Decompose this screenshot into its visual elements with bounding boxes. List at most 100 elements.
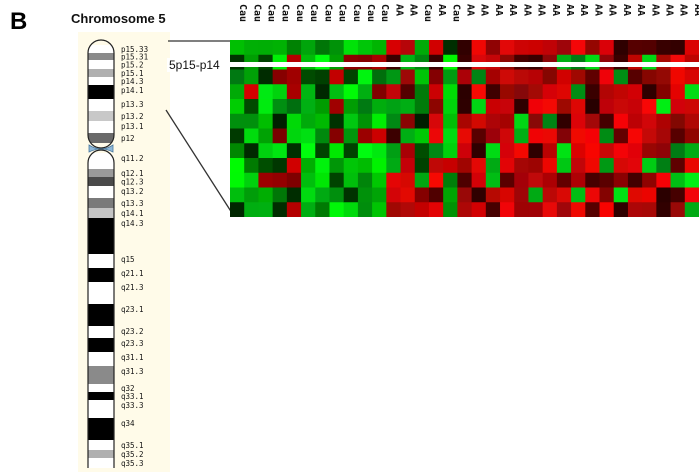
heatmap-cell: [315, 202, 331, 217]
heatmap-cell: [272, 143, 288, 159]
heatmap-cell: [485, 99, 501, 115]
column-label: Cau: [280, 4, 291, 22]
heatmap-cell: [329, 113, 345, 130]
heatmap-cell: [556, 158, 572, 174]
heatmap-cell: [485, 40, 501, 56]
heatmap-cell: [528, 84, 544, 100]
heatmap-cell: [372, 128, 387, 144]
heatmap-cell: [528, 187, 544, 203]
heatmap-cell: [386, 113, 402, 130]
band-label: q21.1: [121, 269, 144, 278]
heatmap-cell: [471, 158, 487, 174]
heatmap-cell: [542, 143, 558, 159]
q-arm-outline: [87, 149, 115, 468]
heatmap-cell: [642, 202, 657, 217]
heatmap-cell: [414, 158, 430, 174]
heatmap-cell: [585, 202, 601, 217]
chromosome-title: Chromosome 5: [71, 11, 166, 26]
heatmap-cell: [627, 99, 643, 115]
heatmap-cell: [414, 172, 430, 189]
column-labels: Cau Cau Cau Cau Cau Cau Cau Cau Cau Cau Cau AA AA Cau…: [237, 4, 699, 22]
heatmap-cell: [301, 69, 316, 85]
heatmap-cell: [329, 84, 345, 100]
heatmap-cell: [514, 40, 530, 56]
heatmap-cell: [670, 172, 686, 189]
heatmap-cell: [457, 69, 473, 85]
heatmap-cell: [599, 202, 615, 217]
heatmap-cell: [315, 113, 331, 130]
heatmap-cell: [286, 187, 302, 203]
band-q21.1: [88, 268, 114, 282]
heatmap-cell: [613, 84, 629, 100]
heatmap-cell: [386, 143, 402, 159]
heatmap-cell: [642, 69, 657, 85]
heatmap-cell: [556, 84, 572, 100]
heatmap-cell: [443, 84, 458, 100]
heatmap-cell: [556, 187, 572, 203]
heatmap-cell: [656, 99, 672, 115]
band-p13.1: [88, 121, 114, 133]
heatmap-cell: [485, 143, 501, 159]
heatmap-cell: [315, 128, 331, 144]
heatmap-cell: [599, 113, 615, 130]
centromere: [88, 144, 114, 153]
heatmap-cell: [471, 202, 487, 217]
heatmap-cell: [244, 40, 260, 56]
heatmap-cell: [684, 158, 699, 174]
heatmap-cell: [286, 69, 302, 85]
heatmap-cell: [400, 187, 416, 203]
band-q31.3: [88, 366, 114, 384]
heatmap-cell: [514, 143, 530, 159]
band-label: q23.1: [121, 305, 144, 314]
heatmap-cell: [642, 113, 657, 130]
heatmap-cell: [656, 40, 672, 56]
heatmap-cell: [670, 143, 686, 159]
heatmap-cell: [286, 113, 302, 130]
heatmap-cell: [613, 187, 629, 203]
band-label: q12.3: [121, 178, 144, 187]
heatmap-cell: [514, 69, 530, 85]
heatmap-cell: [357, 202, 373, 217]
heatmap-cell: [571, 128, 586, 144]
heatmap-cell: [400, 113, 416, 130]
heatmap-cell: [684, 187, 699, 203]
heatmap-cell: [613, 40, 629, 56]
heatmap-cell: [656, 202, 672, 217]
heatmap-cell: [556, 143, 572, 159]
heatmap-cell: [656, 158, 672, 174]
heatmap-cell: [357, 40, 373, 56]
zoom-line-bottom: [165, 109, 233, 214]
heatmap-cell: [386, 69, 402, 85]
column-label: AA: [521, 4, 532, 16]
column-label: AA: [592, 4, 603, 16]
band-label: q31.3: [121, 367, 144, 376]
band-q35.1: [88, 440, 114, 450]
heatmap-cell: [585, 128, 601, 144]
heatmap-cell: [500, 113, 515, 130]
heatmap-cell: [343, 99, 359, 115]
band-label: p13.1: [121, 122, 144, 131]
heatmap-cell: [301, 113, 316, 130]
heatmap-cell: [357, 69, 373, 85]
heatmap-cell: [627, 113, 643, 130]
heatmap-cell: [670, 128, 686, 144]
heatmap-cell: [457, 128, 473, 144]
heatmap-cell: [386, 202, 402, 217]
heatmap-cell: [500, 187, 515, 203]
heatmap-cell: [485, 84, 501, 100]
heatmap-cell: [613, 113, 629, 130]
column-label: AA: [692, 4, 699, 16]
band-label: q15: [121, 255, 135, 264]
heatmap-cell: [428, 128, 444, 144]
heatmap-cell: [684, 113, 699, 130]
heatmap-cell: [528, 69, 544, 85]
heatmap-cell: [286, 143, 302, 159]
heatmap-cell: [585, 172, 601, 189]
heatmap-cell: [343, 158, 359, 174]
column-label: AA: [607, 4, 618, 16]
heatmap-cells: [230, 40, 699, 217]
heatmap-cell: [428, 84, 444, 100]
heatmap-cell: [244, 84, 260, 100]
heatmap-cell: [272, 40, 288, 56]
